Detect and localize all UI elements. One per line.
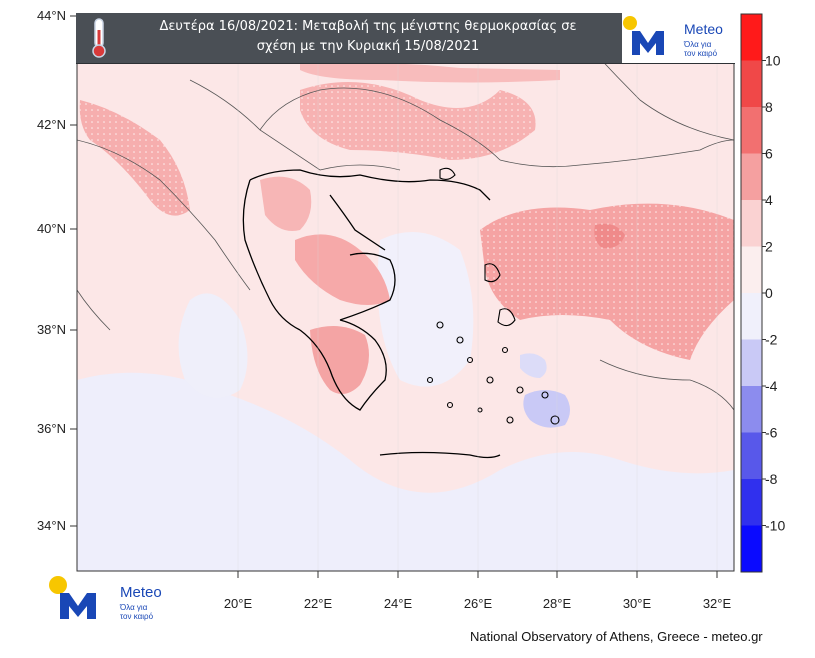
- colorbar-label: -2: [765, 332, 778, 348]
- colorbar-label: -4: [765, 378, 778, 394]
- footer-logo-word: Meteo: [120, 584, 162, 601]
- lon-label: 24°E: [384, 596, 413, 611]
- lon-label: 26°E: [464, 596, 493, 611]
- colorbar-label: 6: [765, 146, 773, 162]
- header-logo: Meteo Όλα για τον καιρό: [622, 13, 735, 63]
- meteo-logo-icon: [49, 576, 96, 619]
- colorbar-label: -6: [765, 425, 778, 441]
- colorbar-label: 2: [765, 239, 773, 255]
- longitude-axis: 20°E 22°E 24°E 26°E 28°E 30°E 32°E: [224, 571, 732, 611]
- colorbar-swatch: [741, 432, 762, 480]
- header-logo-tagline: Όλα για τον καιρό: [684, 40, 717, 58]
- warm-peloponnese-area: [310, 326, 369, 394]
- lon-label: 32°E: [703, 596, 732, 611]
- colorbar-swatch: [741, 479, 762, 526]
- tagline-line-2: τον καιρό: [684, 49, 718, 58]
- aegean-islands: [426, 167, 560, 425]
- tagline-line-2: τον καιρό: [120, 612, 154, 621]
- lat-label: 36°N: [37, 421, 66, 436]
- footer-logo-tagline: Όλα για τον καιρό: [120, 603, 153, 621]
- colorbar-label: 4: [765, 192, 773, 208]
- cool-aegean-area: [377, 232, 474, 387]
- colorbar-swatch: [741, 246, 762, 294]
- warm-central-greece-area: [295, 234, 390, 305]
- footer-credit: National Observatory of Athens, Greece -…: [470, 629, 763, 644]
- lon-label: 22°E: [304, 596, 333, 611]
- colorbar-label: 10: [765, 53, 781, 69]
- lon-label: 28°E: [543, 596, 572, 611]
- cool-cyclades-area: [520, 353, 547, 378]
- latitude-axis: 44°N 42°N 40°N 38°N 36°N 34°N: [37, 8, 77, 533]
- colorbar-swatch: [741, 525, 762, 573]
- colorbar-swatch: [741, 60, 762, 108]
- warm-thessaly-area: [260, 176, 312, 231]
- colorbar-label: -10: [765, 518, 785, 534]
- colorbar-swatch: [741, 293, 762, 340]
- greece-coastline: [242, 169, 501, 459]
- hatch-italy: [79, 100, 190, 216]
- hatch-anatolia: [480, 203, 734, 360]
- header-logo-word: Meteo: [684, 21, 723, 37]
- borders-layer: [77, 14, 734, 411]
- footer-logo: Meteo Όλα για τον καιρό: [48, 575, 178, 623]
- colorbar-label: -8: [765, 471, 778, 487]
- colorbar: 10 8 6 4 2 0 -2 -4 -6 -8 -10: [740, 13, 785, 573]
- lat-label: 34°N: [37, 518, 66, 533]
- warm-north-area: [300, 62, 560, 83]
- colorbar-label: 8: [765, 99, 773, 115]
- title-line-1: Δευτέρα 16/08/2021: Μεταβολή της μέγιστη…: [159, 19, 577, 34]
- gridlines: [237, 14, 718, 571]
- lat-label: 44°N: [37, 8, 66, 23]
- cool-ionian-area: [178, 293, 248, 398]
- lat-label: 38°N: [37, 322, 66, 337]
- lon-label: 20°E: [224, 596, 253, 611]
- colorbar-swatch: [741, 339, 762, 387]
- cool-sea-area: [77, 372, 734, 571]
- lat-label: 42°N: [37, 117, 66, 132]
- colorbar-swatch: [741, 386, 762, 433]
- colorbar-swatch: [741, 200, 762, 247]
- hatch-balkans: [300, 82, 536, 160]
- title-line-2: σχέση με την Κυριακή 15/08/2021: [256, 39, 480, 54]
- lon-label: 30°E: [623, 596, 652, 611]
- colorbar-swatch: [741, 107, 762, 154]
- colorbar-swatch: [741, 153, 762, 201]
- tagline-line-1: Όλα για: [120, 603, 148, 612]
- thermometer-icon: [92, 18, 106, 58]
- tagline-line-1: Όλα για: [684, 40, 712, 49]
- colorbar-label: 0: [765, 285, 773, 301]
- colorbar-swatch: [741, 14, 762, 61]
- meteo-logo-icon: [623, 16, 664, 55]
- lat-label: 40°N: [37, 221, 66, 236]
- map-title: Δευτέρα 16/08/2021: Μεταβολή της μέγιστη…: [128, 17, 608, 57]
